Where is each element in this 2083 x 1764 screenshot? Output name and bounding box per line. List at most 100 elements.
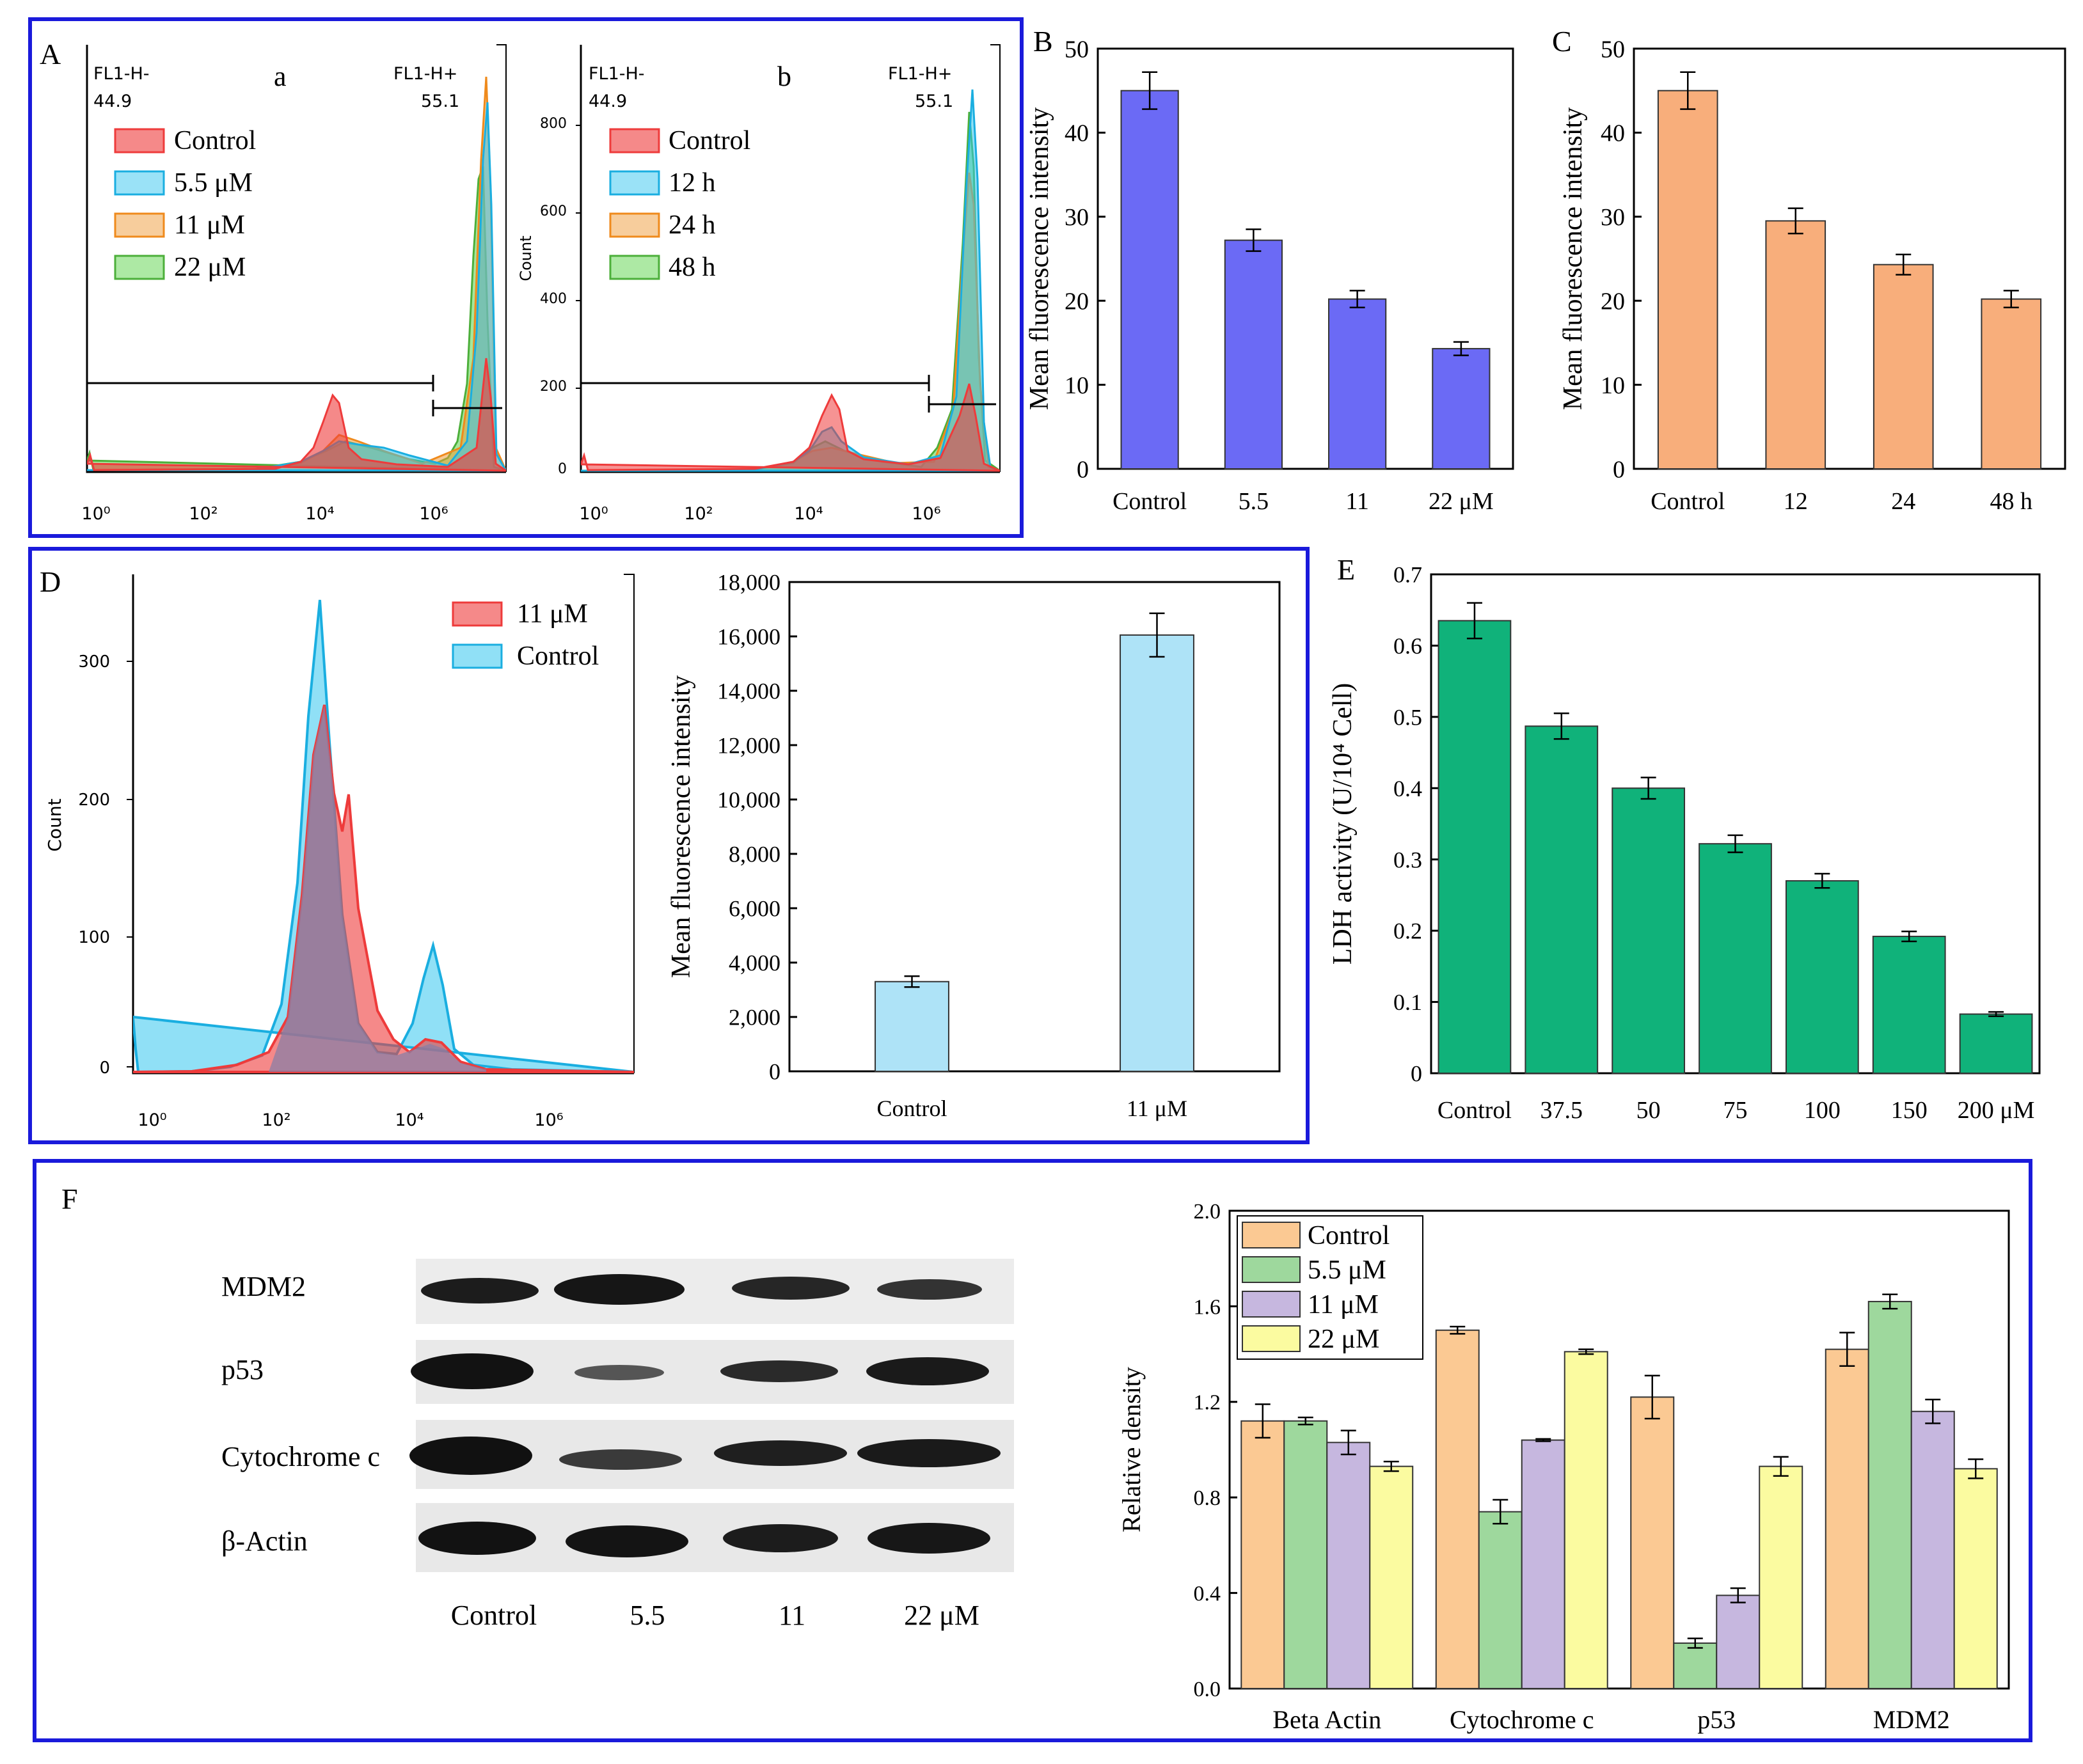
histogram-a: FL1-H- 44.9 FL1-H+ 55.1 a Control 5.5 μM… [81, 44, 507, 524]
f2-bar [1825, 1348, 1869, 1689]
e-ylabel: LDH activity (U/10⁴ Cell) [1328, 683, 1358, 965]
hist-d-overlap [269, 705, 486, 1072]
e-ytick-label: 0.3 [1393, 847, 1422, 872]
histogram-d: 0 100 200 300 Count 10⁰ 10² 10⁴ 10⁶ 11 μ… [44, 574, 635, 1130]
d2-bar [875, 980, 949, 1072]
f2-bar [1326, 1442, 1371, 1689]
blot-row-beta-actin: β-Actin [221, 1503, 1014, 1572]
e-ytick-label: 0.5 [1393, 704, 1422, 730]
f2-category-label: Cytochrome c [1450, 1705, 1594, 1734]
b-bar [1224, 239, 1283, 469]
hist-b-xtick-0: 10⁰ [579, 504, 608, 524]
panel-e-letter: E [1337, 553, 1355, 586]
d2-ytick-label: 6,000 [729, 896, 780, 922]
panel-f-frame [33, 1159, 2032, 1742]
d2-ytick-label: 10,000 [717, 787, 780, 813]
chart-b: 0 10 20 30 40 50 Mean fluorescence intensity Co… [1025, 36, 1514, 515]
hist-b-sublabel: b [777, 61, 791, 92]
f2-category-label: p53 [1697, 1705, 1736, 1734]
e-ytick-label: 0.2 [1393, 918, 1422, 944]
c-ytick-label: 10 [1601, 372, 1625, 399]
hist-a-red [87, 358, 506, 472]
hist-a-sublabel: a [274, 61, 287, 92]
blot-row-cytochrome-c: Cytochrome c [221, 1420, 1014, 1489]
f2-ytick-label: 1.6 [1194, 1295, 1221, 1319]
chart-c: 0 10 20 30 40 50 Mean fluorescence intensity Co… [1558, 36, 2066, 515]
b-ytick-label: 10 [1065, 372, 1089, 399]
hist-a-xtick-3: 10⁶ [419, 504, 448, 524]
hist-b-gate-right: FL1-H+ [888, 64, 952, 84]
chart-e: 0 0.1 0.2 0.3 0.4 0.5 0.6 0.7 LDH activity (U/10… [1328, 562, 2041, 1124]
hist-b-legend-2: 24 h [669, 210, 716, 240]
hist-b-legend: Control 12 h 24 h 48 h [609, 126, 750, 282]
e-bar [1525, 725, 1599, 1075]
f2-bar [1369, 1465, 1414, 1690]
c-ytick-label: 30 [1601, 204, 1625, 231]
e-category-label: 200 μM [1958, 1097, 2035, 1124]
f2-bar [1564, 1351, 1608, 1689]
hist-a-legend-2: 11 μM [174, 210, 245, 240]
d2-bar [1120, 634, 1194, 1072]
panel-b-letter: B [1033, 25, 1053, 58]
hist-b-green [581, 111, 1000, 472]
hist-a-legend: Control 5.5 μM 11 μM 22 μM [114, 126, 256, 282]
f2-bar [1953, 1468, 1998, 1689]
f2-ytick-label: 2.0 [1194, 1200, 1221, 1224]
blot-row-label-1: p53 [221, 1354, 264, 1385]
hist-b-red [581, 383, 1000, 472]
hist-b-ytick-4: 800 [540, 116, 567, 132]
e-bar [1612, 787, 1686, 1075]
f2-bar [1716, 1595, 1761, 1689]
e-ytick-label: 0.6 [1393, 633, 1422, 659]
hist-d-xtick-2: 10⁴ [395, 1110, 424, 1130]
f2-bar [1630, 1396, 1675, 1690]
f2-bar [1521, 1439, 1565, 1690]
b-ytick-label: 20 [1065, 288, 1089, 315]
b-category-label: 11 [1345, 488, 1369, 515]
f2-legend-label: Control [1308, 1221, 1390, 1250]
e-bar [1438, 620, 1512, 1074]
c-plot-frame [1633, 47, 2066, 470]
hist-d-legend: 11 μM Control [452, 599, 599, 671]
hist-d-ytick-3: 300 [78, 652, 110, 672]
hist-a-xtick-1: 10² [189, 504, 218, 524]
hist-a-legend-1: 5.5 μM [174, 168, 253, 198]
e-ytick-label: 0.7 [1393, 562, 1422, 588]
b-ylabel: Mean fluorescence intensity [1025, 107, 1054, 410]
hist-a-gate-left-val: 44.9 [93, 91, 132, 111]
hist-d-ytick-2: 200 [78, 791, 110, 810]
blot-row-p53: p53 [221, 1340, 1014, 1404]
hist-b-xtick-1: 10² [684, 504, 713, 524]
f2-legend-swatch [1242, 1325, 1301, 1352]
d2-category-label: 11 μM [1127, 1096, 1187, 1121]
c-ytick-label: 40 [1601, 120, 1625, 147]
b-ytick-label: 0 [1077, 456, 1089, 483]
f2-ytick-label: 0.4 [1194, 1582, 1221, 1606]
e-bar [1959, 1013, 2033, 1074]
hist-b-gate-left-val: 44.9 [589, 91, 627, 111]
e-ytick-label: 0.1 [1393, 989, 1422, 1015]
f2-ylabel: Relative density [1117, 1367, 1146, 1532]
c-category-label: 48 h [1990, 488, 2033, 515]
hist-b-gate-right-val: 55.1 [915, 91, 953, 111]
f2-legend-swatch [1242, 1222, 1301, 1248]
panel-a-frame [28, 17, 1024, 538]
hist-a-xtick-2: 10⁴ [305, 504, 334, 524]
d2-ylabel: Mean fluorescence intensity [667, 675, 696, 978]
b-ytick-label: 40 [1065, 120, 1089, 147]
hist-d-legend-0: 11 μM [517, 599, 588, 629]
blot-row-label-0: MDM2 [221, 1271, 306, 1302]
c-category-label: 12 [1784, 488, 1808, 515]
hist-d-xtick-0: 10⁰ [138, 1110, 166, 1130]
f2-category-label: MDM2 [1873, 1705, 1950, 1734]
hist-b-legend-1: 12 h [669, 168, 716, 198]
d2-ytick-label: 12,000 [717, 733, 780, 759]
c-bar [1873, 264, 1934, 469]
hist-b-xtick-2: 10⁴ [794, 504, 823, 524]
b-ytick-label: 30 [1065, 204, 1089, 231]
blot-row-label-2: Cytochrome c [221, 1441, 380, 1472]
hist-b-xtick-3: 10⁶ [912, 504, 940, 524]
e-category-label: 37.5 [1540, 1097, 1583, 1124]
b-plot-frame [1097, 47, 1514, 470]
e-category-label: Control [1438, 1097, 1512, 1124]
